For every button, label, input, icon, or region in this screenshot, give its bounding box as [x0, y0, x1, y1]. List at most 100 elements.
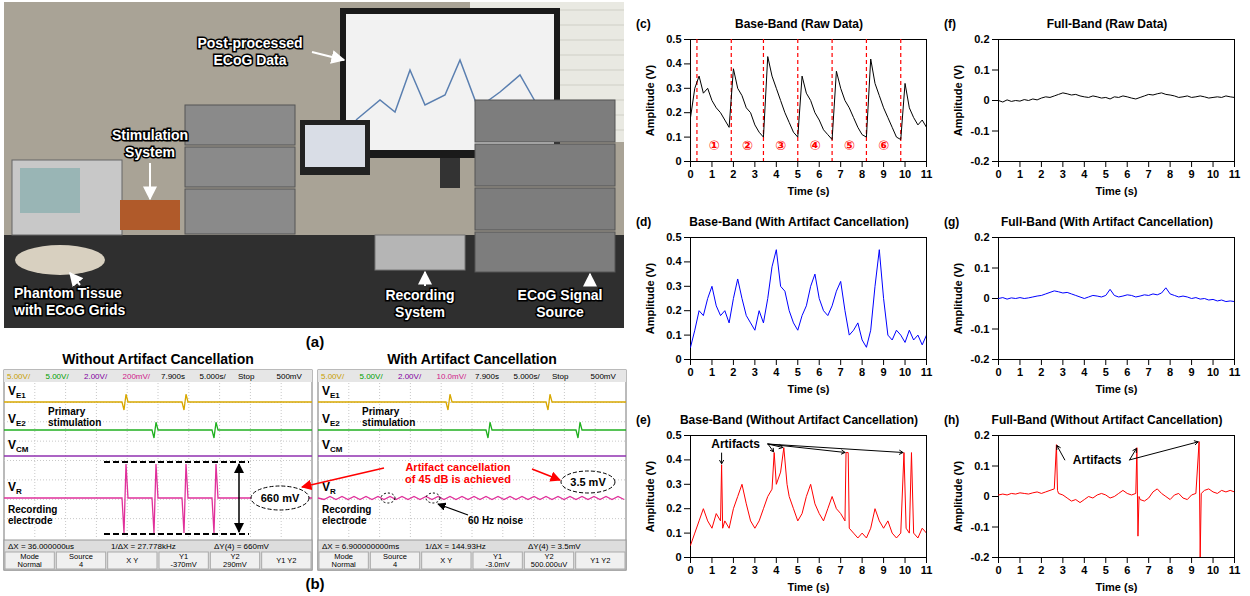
svg-text:0: 0	[675, 551, 681, 563]
svg-text:11: 11	[1229, 168, 1241, 180]
svg-text:VCM: VCM	[8, 438, 29, 454]
svg-text:9: 9	[1189, 564, 1195, 576]
svg-text:(b): (b)	[305, 575, 324, 592]
svg-text:4: 4	[773, 168, 780, 180]
svg-text:1/ΔX = 27.778kHz: 1/ΔX = 27.778kHz	[111, 542, 176, 551]
svg-text:-0.1: -0.1	[971, 521, 990, 533]
svg-text:5: 5	[1103, 564, 1109, 576]
svg-text:0: 0	[983, 490, 989, 502]
svg-text:③: ③	[775, 138, 786, 153]
svg-text:5.000s/: 5.000s/	[514, 372, 541, 381]
svg-text:System: System	[395, 304, 445, 320]
svg-text:11: 11	[921, 168, 933, 180]
svg-text:0.1: 0.1	[974, 460, 989, 472]
svg-text:2.00V/: 2.00V/	[398, 372, 422, 381]
svg-text:④: ④	[809, 138, 820, 153]
svg-text:8: 8	[859, 168, 865, 180]
svg-text:7.900s: 7.900s	[475, 372, 499, 381]
svg-text:60 Hz noise: 60 Hz noise	[468, 515, 523, 526]
svg-text:X Y: X Y	[126, 556, 138, 565]
svg-text:Artifacts: Artifacts	[1073, 453, 1122, 467]
svg-text:0: 0	[983, 292, 989, 304]
svg-text:7: 7	[1146, 366, 1152, 378]
svg-text:4: 4	[393, 560, 397, 569]
svg-text:ΔX = 6.900000000ms: ΔX = 6.900000000ms	[322, 542, 399, 551]
svg-text:4: 4	[79, 560, 83, 569]
svg-text:11: 11	[1229, 366, 1241, 378]
svg-text:1: 1	[1017, 564, 1023, 576]
svg-text:4: 4	[1081, 564, 1088, 576]
svg-text:VR: VR	[8, 480, 22, 496]
svg-text:3.5 mV: 3.5 mV	[570, 476, 606, 488]
svg-text:9: 9	[1189, 168, 1195, 180]
svg-text:2: 2	[730, 168, 736, 180]
svg-text:Recording: Recording	[8, 504, 57, 515]
svg-text:7: 7	[1146, 168, 1152, 180]
svg-text:10: 10	[1207, 564, 1219, 576]
svg-text:6: 6	[1124, 564, 1130, 576]
svg-text:-0.2: -0.2	[971, 155, 990, 167]
svg-text:Time (s): Time (s)	[788, 185, 830, 197]
svg-text:0: 0	[995, 168, 1001, 180]
svg-text:10: 10	[899, 366, 911, 378]
svg-text:11: 11	[921, 366, 933, 378]
svg-text:7: 7	[838, 564, 844, 576]
svg-text:0.3: 0.3	[666, 280, 681, 292]
svg-text:X Y: X Y	[440, 556, 452, 565]
svg-text:0.2: 0.2	[974, 231, 989, 243]
svg-text:3: 3	[752, 564, 758, 576]
svg-text:0.4: 0.4	[666, 453, 682, 465]
svg-text:0.1: 0.1	[666, 131, 681, 143]
svg-text:8: 8	[1167, 168, 1173, 180]
svg-text:VCM: VCM	[322, 438, 343, 454]
svg-text:9: 9	[1189, 366, 1195, 378]
svg-text:-0.1: -0.1	[971, 323, 990, 335]
svg-text:6: 6	[816, 168, 822, 180]
svg-text:VE1: VE1	[8, 384, 26, 400]
svg-text:②: ②	[742, 138, 753, 153]
svg-text:5.00V/: 5.00V/	[360, 372, 384, 381]
svg-text:with ECoG Grids: with ECoG Grids	[13, 302, 125, 318]
svg-text:-370mV: -370mV	[171, 560, 197, 569]
svg-text:7: 7	[838, 366, 844, 378]
svg-text:0: 0	[675, 353, 681, 365]
svg-text:1: 1	[709, 168, 715, 180]
svg-text:VE2: VE2	[322, 412, 340, 428]
svg-text:0: 0	[983, 94, 989, 106]
svg-text:0: 0	[687, 366, 693, 378]
svg-text:11: 11	[921, 564, 933, 576]
svg-text:0.2: 0.2	[666, 304, 681, 316]
svg-text:-3.0mV: -3.0mV	[486, 560, 510, 569]
svg-text:3: 3	[1060, 168, 1066, 180]
svg-text:Time (s): Time (s)	[788, 581, 830, 593]
svg-text:8: 8	[859, 366, 865, 378]
svg-text:ECoG Signal: ECoG Signal	[518, 287, 603, 303]
svg-text:ΔX = 36.000000us: ΔX = 36.000000us	[8, 542, 74, 551]
svg-text:0.1: 0.1	[666, 527, 681, 539]
svg-text:Amplitude (V): Amplitude (V)	[952, 460, 964, 532]
svg-text:Amplitude (V): Amplitude (V)	[644, 64, 656, 136]
svg-text:Recording: Recording	[322, 504, 371, 515]
svg-text:4: 4	[1081, 366, 1088, 378]
svg-text:0.2: 0.2	[974, 33, 989, 45]
svg-text:Amplitude (V): Amplitude (V)	[952, 262, 964, 334]
svg-text:8: 8	[859, 564, 865, 576]
svg-text:0.1: 0.1	[666, 329, 681, 341]
svg-text:4: 4	[773, 366, 780, 378]
svg-text:of 45 dB is achieved: of 45 dB is achieved	[405, 473, 511, 485]
svg-text:⑤: ⑤	[844, 138, 855, 153]
svg-text:Stimulation: Stimulation	[112, 127, 188, 143]
svg-text:1: 1	[1017, 168, 1023, 180]
svg-text:0.4: 0.4	[666, 255, 682, 267]
svg-text:10: 10	[1207, 366, 1219, 378]
svg-text:6: 6	[1124, 168, 1130, 180]
svg-text:ΔY(4) = 3.5mV: ΔY(4) = 3.5mV	[528, 542, 581, 551]
svg-text:7: 7	[1146, 564, 1152, 576]
svg-text:0: 0	[687, 564, 693, 576]
svg-text:660 mV: 660 mV	[261, 492, 300, 504]
svg-text:Source: Source	[536, 304, 584, 320]
svg-text:9: 9	[881, 168, 887, 180]
svg-text:Stop: Stop	[552, 372, 569, 381]
svg-text:5: 5	[795, 366, 801, 378]
svg-text:Amplitude (V): Amplitude (V)	[644, 460, 656, 532]
